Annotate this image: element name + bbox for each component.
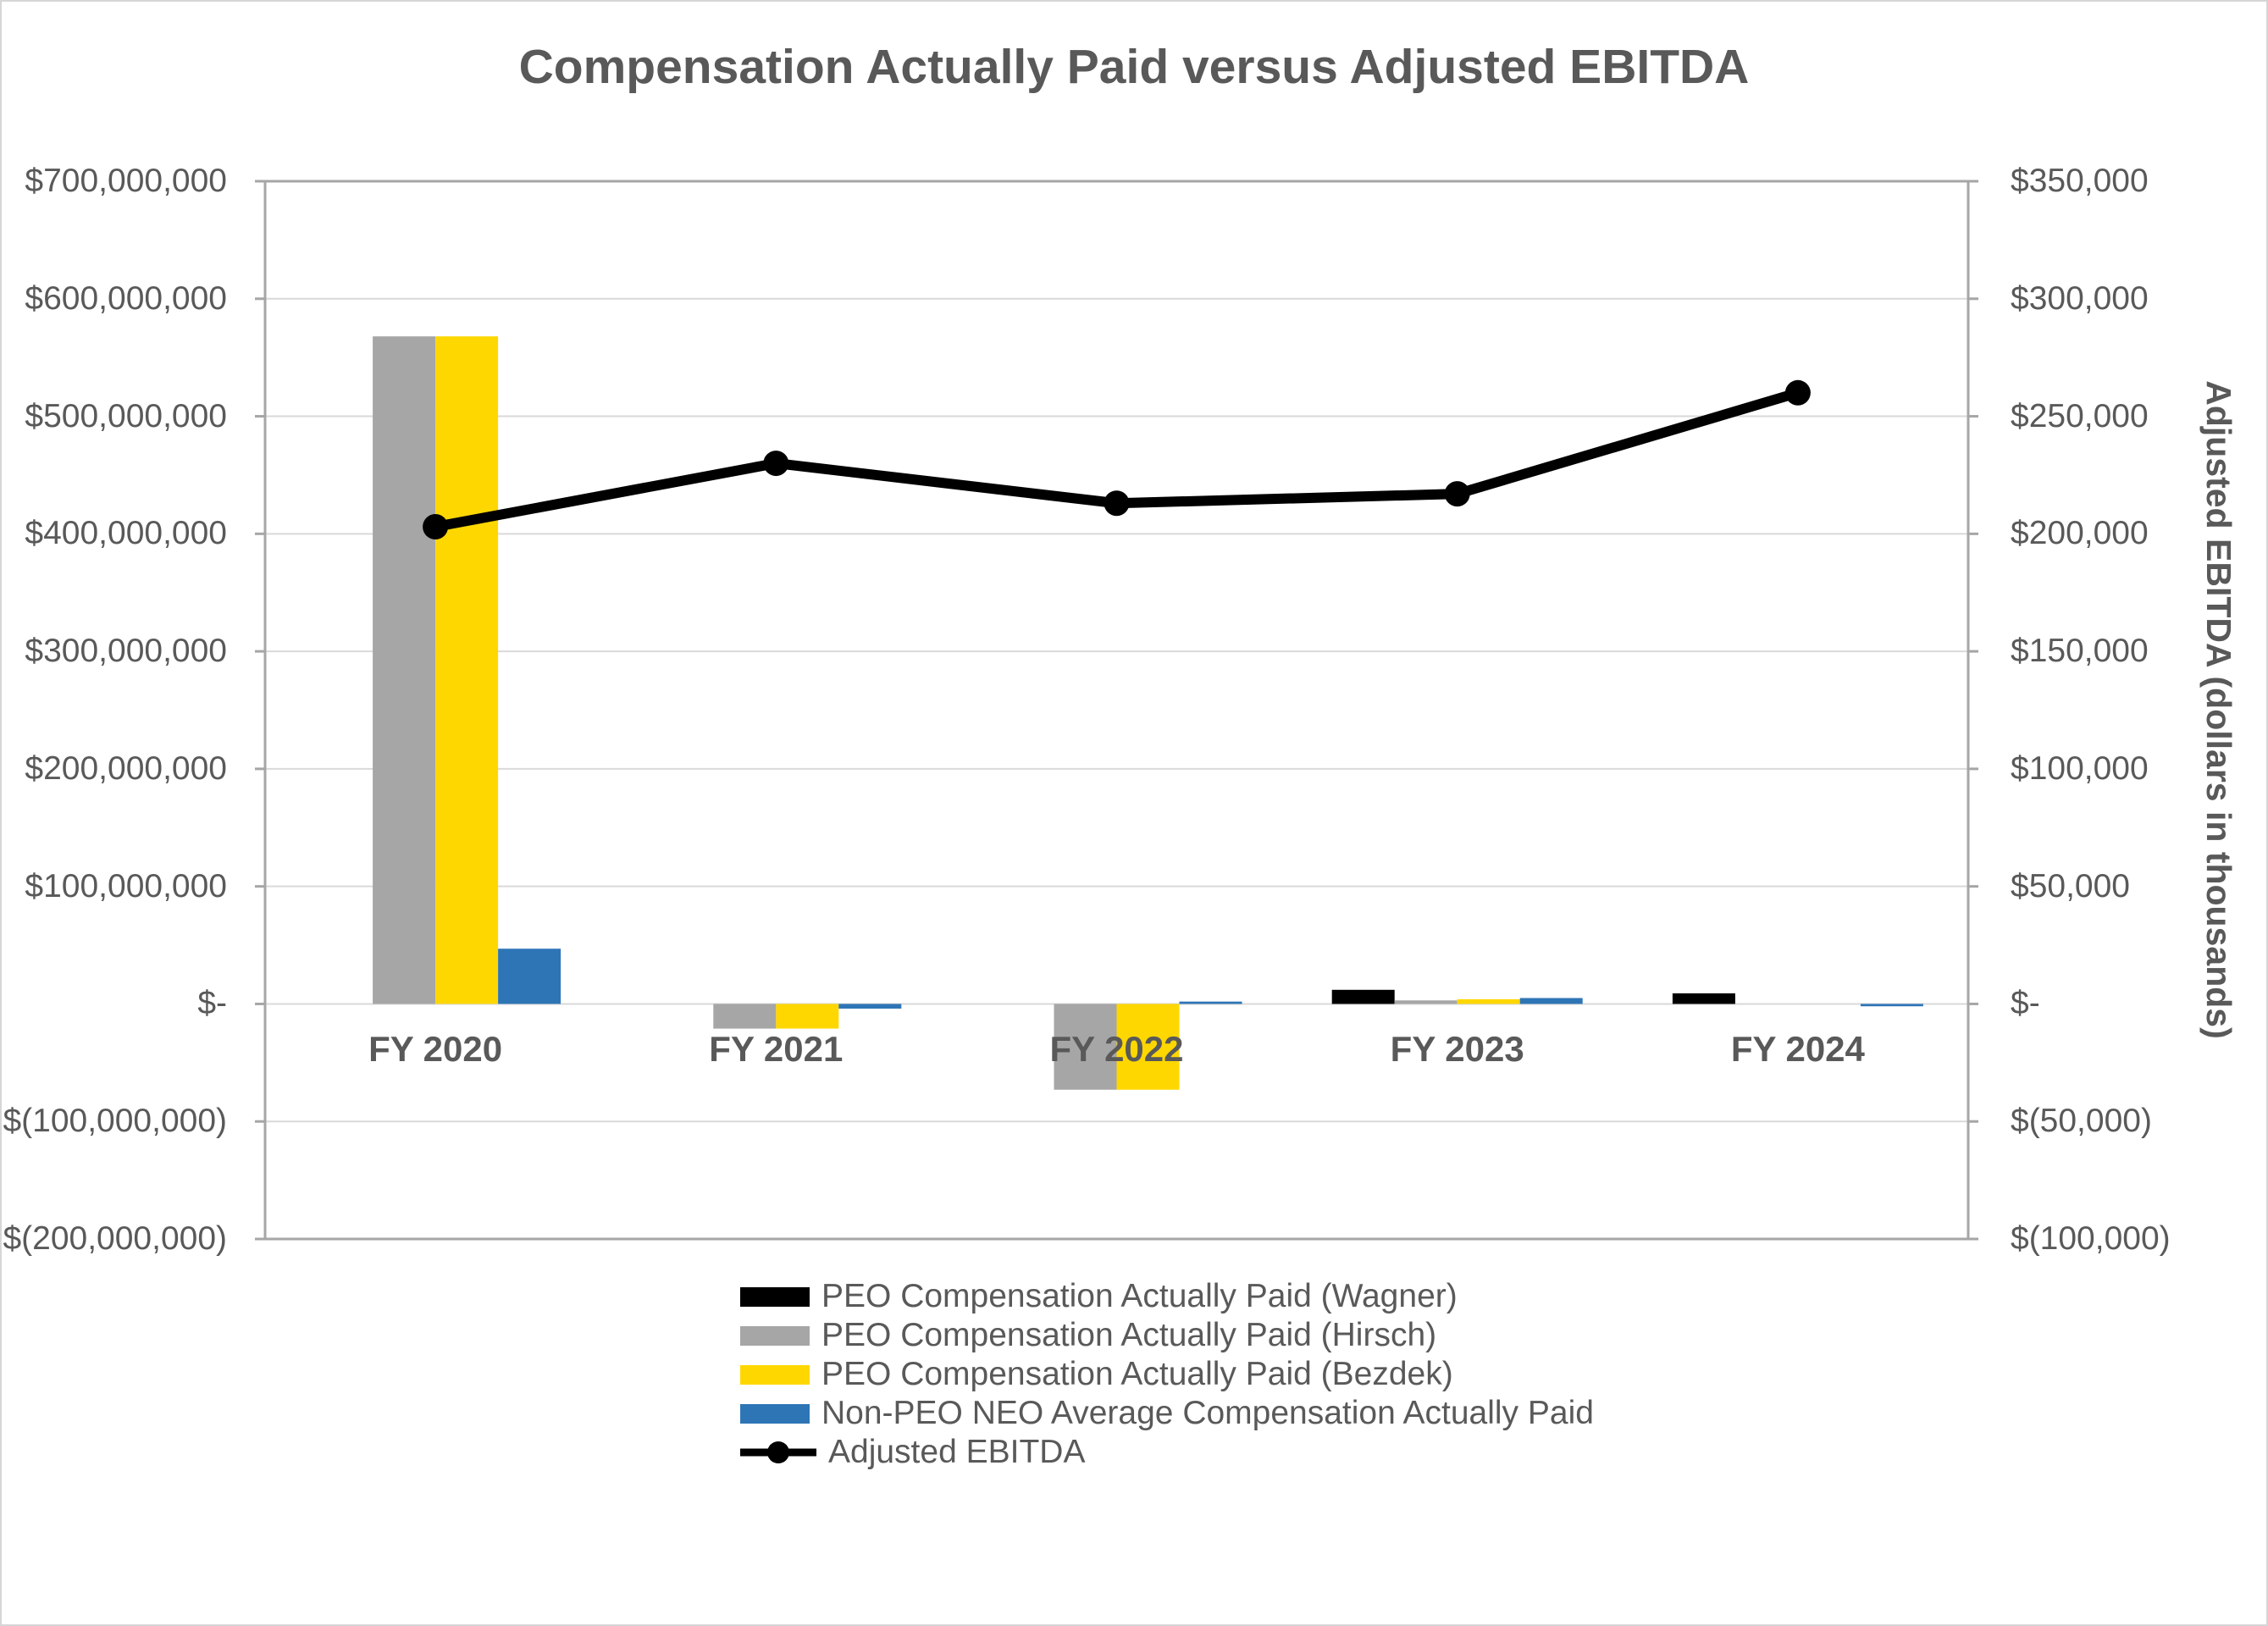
bar <box>1519 998 1583 1004</box>
legend-swatch-icon <box>740 1403 810 1424</box>
right-axis-title: Adjusted EBITDA (dollars in thousands) <box>2199 380 2238 1039</box>
legend: PEO Compensation Actually Paid (Wagner) P… <box>740 1277 1594 1472</box>
y-axis-left-tick-label: $500,000,000 <box>25 397 227 434</box>
y-axis-right-tick-label: $150,000 <box>2011 633 2149 670</box>
x-axis-category-label: FY 2021 <box>709 1029 844 1070</box>
y-axis-right-tick-label: $350,000 <box>2011 163 2149 199</box>
y-axis-left-tick-label: $100,000,000 <box>25 867 227 904</box>
y-axis-right-tick-label: $- <box>2011 985 2040 1022</box>
legend-swatch-icon <box>740 1286 810 1307</box>
ebitda-point <box>423 514 449 540</box>
ebitda-point <box>763 451 789 477</box>
x-axis-category-label: FY 2024 <box>1730 1029 1865 1070</box>
legend-item: PEO Compensation Actually Paid (Hirsch) <box>740 1316 1594 1355</box>
y-axis-right-tick-label: $300,000 <box>2011 279 2149 317</box>
ebitda-point <box>1104 490 1130 517</box>
bar <box>498 948 561 1004</box>
legend-label: PEO Compensation Actually Paid (Wagner) <box>821 1278 1458 1314</box>
bar <box>1116 1004 1180 1090</box>
ebitda-point <box>1784 379 1811 406</box>
y-axis-left-tick-label: $(100,000,000) <box>3 1103 227 1140</box>
legend-item: PEO Compensation Actually Paid (Bezdek) <box>740 1355 1594 1394</box>
bar <box>1394 1000 1458 1004</box>
y-axis-right-tick-label: $(50,000) <box>2011 1103 2152 1140</box>
y-axis-right-tick-label: $250,000 <box>2011 397 2149 434</box>
bar <box>1331 989 1395 1004</box>
y-axis-left-tick-label: $400,000,000 <box>25 515 227 552</box>
bar <box>435 336 499 1004</box>
legend-line-marker-icon <box>740 1441 816 1463</box>
bar <box>1054 1004 1117 1090</box>
x-axis-category-label: FY 2020 <box>368 1029 503 1070</box>
legend-swatch-icon <box>740 1364 810 1385</box>
bar <box>776 1004 839 1029</box>
legend-swatch-icon <box>740 1325 810 1346</box>
plot-border <box>263 180 1970 1241</box>
y-axis-left-tick-label: $600,000,000 <box>25 279 227 317</box>
legend-label: PEO Compensation Actually Paid (Bezdek) <box>821 1356 1453 1392</box>
legend-label: Adjusted EBITDA <box>828 1434 1086 1470</box>
x-axis-category-label: FY 2023 <box>1390 1029 1524 1070</box>
x-axis-category-label: FY 2022 <box>1049 1029 1184 1070</box>
bar <box>1457 998 1520 1004</box>
bar <box>838 1004 902 1009</box>
y-axis-right-tick-label: $(100,000) <box>2011 1220 2171 1257</box>
legend-item: Adjusted EBITDA <box>740 1433 1594 1472</box>
y-axis-right-tick-label: $50,000 <box>2011 867 2130 904</box>
legend-label: PEO Compensation Actually Paid (Hirsch) <box>821 1317 1437 1353</box>
y-axis-right-tick-label: $200,000 <box>2011 515 2149 552</box>
legend-label: Non-PEO NEO Average Compensation Actuall… <box>821 1395 1594 1431</box>
y-axis-left-tick-label: $700,000,000 <box>25 163 227 199</box>
y-axis-left-tick-label: $200,000,000 <box>25 749 227 787</box>
bar <box>373 336 436 1004</box>
ebitda-point <box>1444 481 1470 507</box>
legend-item: Non-PEO NEO Average Compensation Actuall… <box>740 1394 1594 1433</box>
legend-item: PEO Compensation Actually Paid (Wagner) <box>740 1277 1594 1316</box>
y-axis-left-tick-label: $(200,000,000) <box>3 1220 227 1257</box>
y-axis-left-tick-label: $300,000,000 <box>25 633 227 670</box>
bar <box>1179 1001 1242 1004</box>
y-axis-left-tick-label: $- <box>197 985 227 1022</box>
y-axis-right-tick-label: $100,000 <box>2011 749 2149 787</box>
chart-title: Compensation Actually Paid versus Adjust… <box>518 40 1750 94</box>
bar <box>713 1004 777 1029</box>
bar <box>1672 993 1735 1004</box>
bar <box>1860 1004 1923 1007</box>
